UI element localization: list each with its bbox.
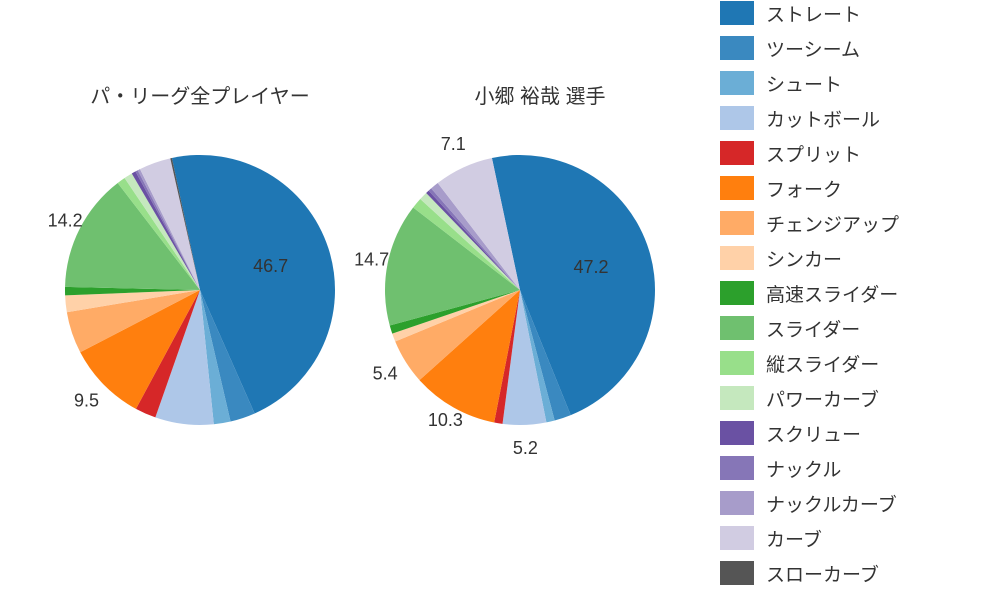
slice-label: 5.2 — [513, 438, 538, 458]
legend-swatch — [720, 316, 754, 340]
legend-swatch — [720, 386, 754, 410]
legend-label: カーブ — [766, 525, 822, 552]
pie-chart-player: 47.2 5.2 10.3 5.4 14.7 7.1 — [340, 110, 700, 470]
slice-label: 9.5 — [74, 391, 99, 411]
legend-item: フォーク — [720, 175, 980, 201]
legend-label: 縦スライダー — [766, 350, 879, 377]
chart-area: パ・リーグ全プレイヤー 46.7 9.5 14.2 小郷 裕哉 選手 47.2 5.2… — [0, 0, 1000, 600]
legend-swatch — [720, 211, 754, 235]
legend: ストレートツーシームシュートカットボールスプリットフォークチェンジアップシンカー… — [720, 0, 980, 595]
legend-label: チェンジアップ — [766, 210, 899, 237]
legend-swatch — [720, 561, 754, 585]
legend-swatch — [720, 176, 754, 200]
pie-title-league: パ・リーグ全プレイヤー — [60, 80, 340, 109]
slice-label: 47.2 — [573, 257, 608, 277]
legend-swatch — [720, 456, 754, 480]
slice-label: 14.2 — [48, 210, 83, 230]
legend-label: スローカーブ — [766, 560, 879, 587]
legend-label: パワーカーブ — [766, 385, 879, 412]
legend-item: 縦スライダー — [720, 350, 980, 376]
slice-label: 14.7 — [354, 249, 389, 269]
legend-label: スプリット — [766, 140, 861, 167]
legend-label: シュート — [766, 70, 842, 97]
legend-swatch — [720, 491, 754, 515]
legend-swatch — [720, 421, 754, 445]
legend-swatch — [720, 141, 754, 165]
legend-item: スプリット — [720, 140, 980, 166]
legend-label: ナックルカーブ — [766, 490, 897, 517]
legend-label: ナックル — [766, 455, 841, 482]
legend-item: ナックルカーブ — [720, 490, 980, 516]
legend-swatch — [720, 71, 754, 95]
legend-item: カットボール — [720, 105, 980, 131]
legend-item: カーブ — [720, 525, 980, 551]
legend-swatch — [720, 246, 754, 270]
legend-swatch — [720, 106, 754, 130]
legend-item: チェンジアップ — [720, 210, 980, 236]
legend-item: スローカーブ — [720, 560, 980, 586]
legend-label: 高速スライダー — [766, 280, 898, 307]
legend-label: スライダー — [766, 315, 860, 342]
legend-item: ツーシーム — [720, 35, 980, 61]
slice-label: 7.1 — [441, 134, 466, 154]
legend-item: スクリュー — [720, 420, 980, 446]
slice-label: 46.7 — [253, 256, 288, 276]
pie-title-player: 小郷 裕哉 選手 — [400, 80, 680, 109]
legend-item: ストレート — [720, 0, 980, 26]
legend-label: カットボール — [766, 105, 880, 132]
legend-label: フォーク — [766, 175, 842, 202]
legend-swatch — [720, 281, 754, 305]
legend-item: パワーカーブ — [720, 385, 980, 411]
pie-chart-league: 46.7 9.5 14.2 — [20, 110, 380, 470]
legend-swatch — [720, 1, 754, 25]
legend-item: スライダー — [720, 315, 980, 341]
legend-swatch — [720, 36, 754, 60]
legend-label: ストレート — [766, 0, 861, 27]
legend-label: ツーシーム — [766, 35, 860, 62]
legend-label: シンカー — [766, 245, 842, 272]
legend-item: シンカー — [720, 245, 980, 271]
legend-swatch — [720, 526, 754, 550]
legend-item: ナックル — [720, 455, 980, 481]
slice-label: 10.3 — [428, 410, 463, 430]
legend-label: スクリュー — [766, 420, 861, 447]
legend-item: 高速スライダー — [720, 280, 980, 306]
legend-item: シュート — [720, 70, 980, 96]
slice-label: 5.4 — [373, 364, 398, 384]
legend-swatch — [720, 351, 754, 375]
